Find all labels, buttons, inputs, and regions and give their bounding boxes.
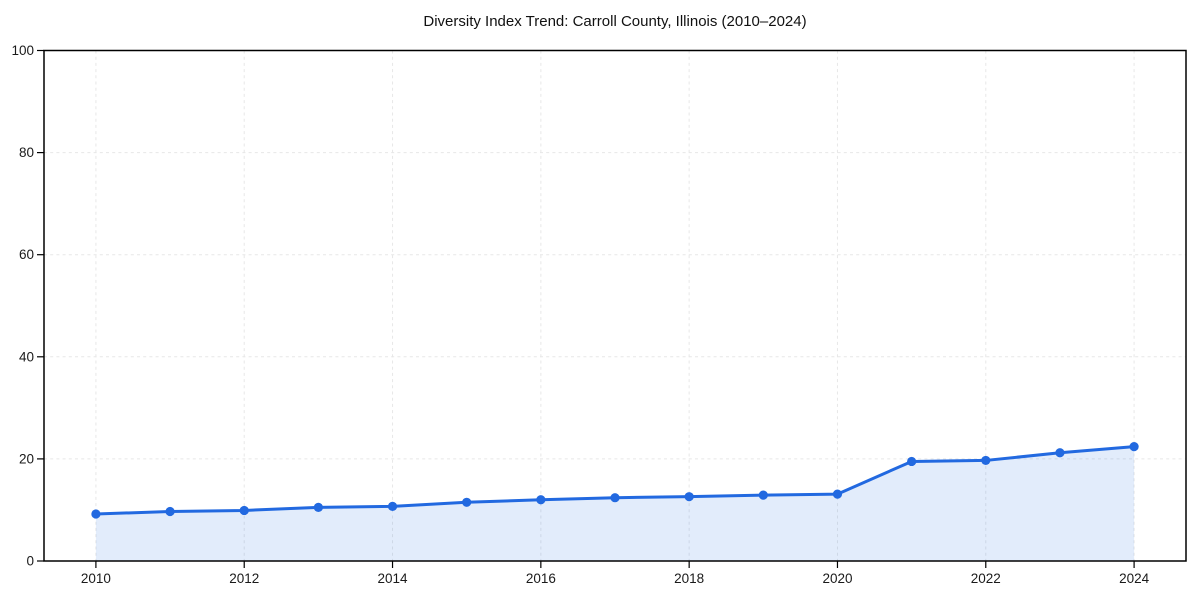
x-tick-label: 2024 xyxy=(1119,571,1150,586)
chart-title: Diversity Index Trend: Carroll County, I… xyxy=(423,13,807,30)
data-point-2020 xyxy=(832,489,843,499)
data-point-2010 xyxy=(91,509,101,519)
y-tick-label: 20 xyxy=(19,451,34,466)
y-tick-label: 100 xyxy=(11,43,34,58)
y-tick-label: 40 xyxy=(19,349,34,364)
x-tick-label: 2014 xyxy=(378,571,409,586)
data-point-2021 xyxy=(907,456,917,467)
data-point-2014 xyxy=(387,501,398,511)
data-point-2023 xyxy=(1055,448,1065,458)
data-point-2019 xyxy=(758,490,768,500)
x-tick-label: 2018 xyxy=(674,571,704,586)
y-tick-label: 0 xyxy=(26,554,34,569)
x-tick-label: 2016 xyxy=(526,571,556,586)
area-fill xyxy=(95,446,1135,561)
plot-border xyxy=(43,49,1187,562)
data-point-2016 xyxy=(536,495,546,505)
data-point-2015 xyxy=(462,497,472,507)
data-point-2022 xyxy=(981,455,991,466)
data-point-2024 xyxy=(1129,442,1139,452)
x-tick-label: 2012 xyxy=(229,571,259,586)
y-tick-label: 60 xyxy=(19,247,34,262)
x-tick-label: 2022 xyxy=(971,571,1001,586)
y-tick-label: 80 xyxy=(19,145,34,160)
x-tick-label: 2020 xyxy=(822,571,852,586)
x-tick-label: 2010 xyxy=(81,571,111,586)
data-point-2012 xyxy=(239,505,249,516)
data-point-2013 xyxy=(313,502,323,512)
data-point-2017 xyxy=(610,493,620,503)
data-point-2018 xyxy=(684,492,694,502)
data-point-2011 xyxy=(165,506,175,517)
